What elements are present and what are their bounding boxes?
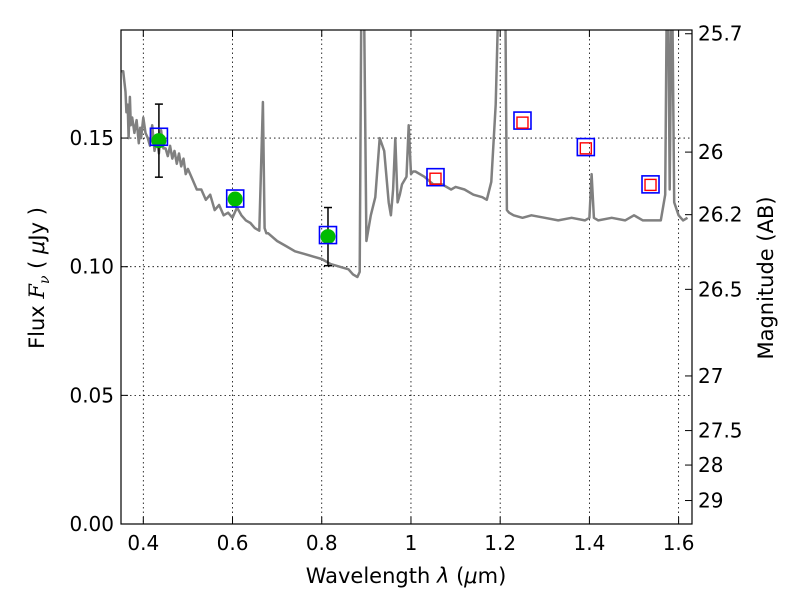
- y2-axis-label: Magnitude (AB): [754, 196, 778, 359]
- y-tick-labels: 0.00 0.05 0.10 0.15: [69, 126, 114, 536]
- model-spectrum-line: [121, 30, 689, 279]
- model-photometry-square: [318, 225, 338, 245]
- y-axis-label: Flux Fν ( μJy ): [25, 207, 53, 349]
- model-photometry-square: [225, 189, 245, 208]
- axis-ticks: [121, 30, 692, 525]
- model-photometry-inner-square: [429, 172, 442, 185]
- mag-tick-label: 26: [698, 140, 723, 164]
- magnitude-tick-labels: 25.7 26 26.2 26.5 27 27.5 28 29: [698, 22, 743, 513]
- y-tick-label: 0.00: [69, 512, 114, 536]
- y-tick-label: 0.10: [69, 255, 114, 279]
- y-tick-label: 0.15: [69, 126, 114, 150]
- plot-frame: [120, 29, 693, 525]
- model-photometry-squares: [149, 111, 660, 245]
- x-tick-label: 1.6: [663, 531, 695, 555]
- model-photometry-square: [426, 167, 445, 187]
- x-axis-label: Wavelength λ (μm): [306, 564, 507, 588]
- model-photometry-square: [641, 175, 660, 194]
- x-tick-label: 0.6: [217, 531, 249, 555]
- mag-tick-label: 28: [698, 453, 723, 477]
- model-photometry-inner-squares: [429, 116, 657, 192]
- x-tick-label: 1.2: [484, 531, 516, 555]
- x-tick-label: 0.8: [306, 531, 338, 555]
- mag-tick-label: 26.5: [698, 277, 743, 301]
- grid-lines: [121, 30, 692, 524]
- mag-tick-label: 29: [698, 489, 723, 513]
- mag-tick-label: 26.2: [698, 203, 743, 227]
- x-tick-label: 0.4: [127, 531, 159, 555]
- model-photometry-inner-square: [644, 178, 657, 192]
- model-photometry-square: [576, 137, 596, 157]
- mag-tick-label: 27.5: [698, 419, 743, 443]
- x-tick-label: 1: [405, 531, 418, 555]
- model-photometry-square: [513, 111, 532, 130]
- y-tick-label: 0.05: [69, 383, 114, 407]
- model-photometry-inner-square: [516, 116, 529, 129]
- model-photometry-square: [149, 127, 169, 147]
- model-photometry-inner-square: [579, 142, 593, 155]
- observed-point: [320, 229, 336, 245]
- observed-point: [151, 133, 167, 149]
- mag-tick-label: 27: [698, 364, 723, 388]
- mag-tick-label: 25.7: [698, 22, 743, 46]
- observed-points: [151, 133, 336, 245]
- observed-point: [227, 191, 243, 207]
- x-tick-labels: 0.4 0.6 0.8 1 1.2 1.4 1.6: [127, 531, 694, 555]
- error-bars: [154, 103, 332, 267]
- x-tick-label: 1.4: [573, 531, 605, 555]
